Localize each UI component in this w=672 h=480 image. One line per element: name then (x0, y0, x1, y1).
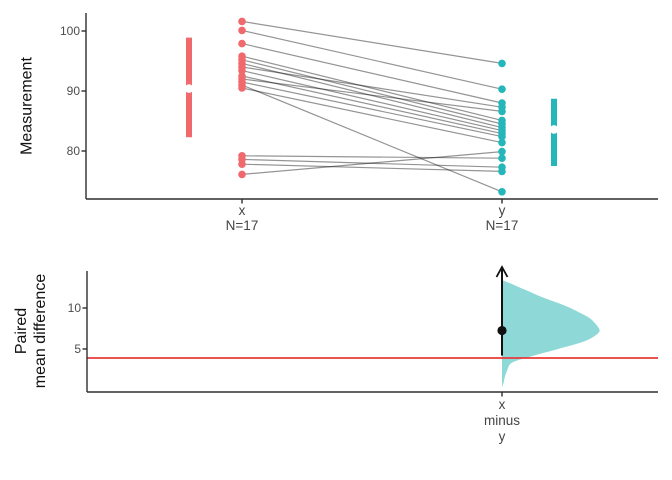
slope-line (241, 20, 503, 64)
group-x-label: x (238, 203, 246, 218)
slope-line (241, 75, 503, 135)
contrast-x-label-line3: y (498, 429, 506, 444)
top-y-axis-title: Measurement (18, 57, 36, 155)
slope-line (241, 84, 503, 193)
slope-line (241, 43, 503, 104)
slope-line (241, 163, 503, 172)
x-observation-dot (238, 66, 246, 75)
slope-line (241, 70, 503, 132)
x-observation-dot (238, 39, 246, 48)
contrast-x-label-line1: x (498, 397, 506, 412)
slope-line (241, 151, 503, 175)
top-y-tick-label-80: 80 (66, 144, 80, 158)
bottom-y-tick-label-10: 10 (67, 301, 81, 315)
slope-line (241, 155, 503, 159)
slope-line (241, 55, 503, 121)
y-mean-marker (549, 125, 559, 134)
top-y-tick-label-90: 90 (66, 84, 80, 98)
group-y-label: y (498, 203, 506, 218)
y-observation-dot (498, 154, 506, 162)
x-observation-dot (238, 17, 246, 26)
slope-line (241, 29, 503, 90)
x-observation-dot (238, 170, 246, 179)
top-y-tick-label-100: 100 (59, 24, 80, 38)
y-observation-dot (498, 147, 506, 156)
y-observation-dot (498, 85, 506, 93)
y-observation-dot (498, 167, 506, 176)
x-observation-dot (238, 26, 246, 35)
bootstrap-halfviolin (502, 280, 600, 388)
y-observation-dot (498, 107, 506, 116)
bottom-y-tick-label-5: 5 (74, 342, 81, 356)
y-observation-dot (498, 188, 506, 196)
slope-line (241, 62, 503, 129)
x-observation-dot (238, 160, 246, 168)
bottom-y-axis-title: Paired mean difference (12, 274, 50, 388)
bottom-y-axis-title-line2: mean difference (32, 273, 49, 389)
group-x-n-label: N=17 (225, 218, 259, 233)
y-observation-dot (498, 59, 506, 68)
slope-line (241, 158, 503, 168)
slope-line (241, 78, 503, 112)
slope-line (241, 87, 503, 144)
y-observation-dot (498, 138, 506, 147)
y-observation-dot (498, 132, 506, 141)
x-mean-marker (184, 84, 194, 93)
bottom-y-axis-title-line1: Paired (13, 307, 30, 355)
mean-difference-dot (497, 325, 507, 336)
slope-line (241, 59, 503, 125)
contrast-x-label-line2: minus (483, 413, 520, 428)
x-observation-dot (238, 84, 246, 92)
slope-line (241, 81, 503, 138)
slope-line (241, 66, 503, 108)
group-y-n-label: N=17 (485, 218, 519, 233)
arrow-up-icon (495, 265, 509, 278)
